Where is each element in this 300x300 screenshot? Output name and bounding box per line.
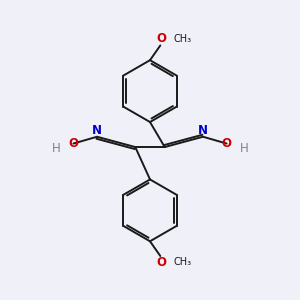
Text: CH₃: CH₃ (174, 257, 192, 268)
Text: O: O (156, 256, 166, 269)
Text: O: O (68, 137, 78, 150)
Text: N: N (198, 124, 208, 137)
Text: O: O (222, 137, 232, 150)
Text: N: N (92, 124, 102, 137)
Text: H: H (240, 142, 249, 155)
Text: CH₃: CH₃ (174, 34, 192, 44)
Text: O: O (156, 32, 166, 46)
Text: H: H (51, 142, 60, 155)
